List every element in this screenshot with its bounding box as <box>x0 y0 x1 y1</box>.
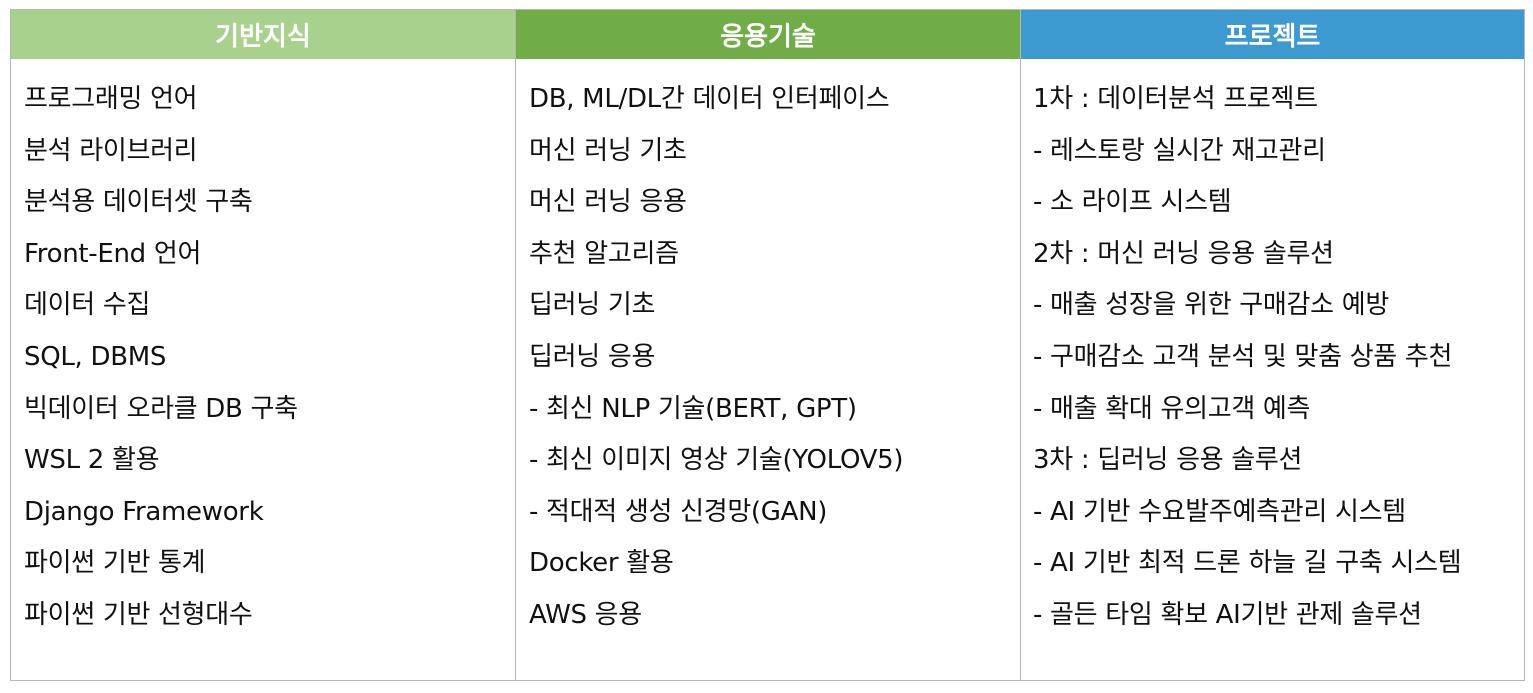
list-item: AWS 응용 <box>529 599 642 630</box>
column-header: 프로젝트 <box>1021 10 1524 59</box>
curriculum-table: 기반지식 프로그래밍 언어 분석 라이브러리 분석용 데이터셋 구축 Front… <box>10 9 1525 681</box>
list-item: - AI 기반 최적 드론 하늘 길 구축 시스템 <box>1033 548 1462 579</box>
list-item: - 매출 성장을 위한 구매감소 예방 <box>1033 290 1389 321</box>
list-item: 딥러닝 응용 <box>529 341 656 372</box>
list-item: - 레스토랑 실시간 재고관리 <box>1033 135 1326 166</box>
list-item: - 구매감소 고객 분석 및 맞춤 상품 추천 <box>1033 341 1453 372</box>
column-body: 프로그래밍 언어 분석 라이브러리 분석용 데이터셋 구축 Front-End … <box>11 59 515 680</box>
list-item: - 골든 타임 확보 AI기반 관제 솔루션 <box>1033 599 1422 630</box>
list-item: 1차 : 데이터분석 프로젝트 <box>1033 84 1318 114</box>
list-item: 분석용 데이터셋 구축 <box>24 187 253 218</box>
list-item: - 매출 확대 유의고객 예측 <box>1033 393 1311 424</box>
list-item: - 최신 이미지 영상 기술(YOLOV5) <box>529 445 904 476</box>
column-projects: 프로젝트 1차 : 데이터분석 프로젝트 - 레스토랑 실시간 재고관리 - 소… <box>1021 10 1524 680</box>
column-header: 응용기술 <box>516 10 1020 59</box>
list-item: 프로그래밍 언어 <box>24 84 198 114</box>
list-item: SQL, DBMS <box>24 341 167 372</box>
list-item: 분석 라이브러리 <box>24 135 198 166</box>
list-item: 파이썬 기반 선형대수 <box>24 599 253 630</box>
column-header: 기반지식 <box>11 10 515 59</box>
list-item: 빅데이터 오라클 DB 구축 <box>24 393 298 424</box>
list-item: DB, ML/DL간 데이터 인터페이스 <box>529 84 890 114</box>
column-body: DB, ML/DL간 데이터 인터페이스 머신 러닝 기초 머신 러닝 응용 추… <box>516 59 1020 680</box>
column-body: 1차 : 데이터분석 프로젝트 - 레스토랑 실시간 재고관리 - 소 라이프 … <box>1021 59 1524 680</box>
column-applied-technology: 응용기술 DB, ML/DL간 데이터 인터페이스 머신 러닝 기초 머신 러닝… <box>516 10 1021 680</box>
list-item: 2차 : 머신 러닝 응용 솔루션 <box>1033 238 1334 269</box>
list-item: - 적대적 생성 신경망(GAN) <box>529 496 828 527</box>
column-basic-knowledge: 기반지식 프로그래밍 언어 분석 라이브러리 분석용 데이터셋 구축 Front… <box>11 10 516 680</box>
list-item: 데이터 수집 <box>24 290 151 321</box>
list-item: 딥러닝 기초 <box>529 290 656 321</box>
list-item: - 소 라이프 시스템 <box>1033 187 1232 218</box>
list-item: - AI 기반 수요발주예측관리 시스템 <box>1033 496 1406 527</box>
list-item: 파이썬 기반 통계 <box>24 548 206 579</box>
list-item: 머신 러닝 기초 <box>529 135 687 166</box>
list-item: - 최신 NLP 기술(BERT, GPT) <box>529 393 857 424</box>
list-item: WSL 2 활용 <box>24 445 160 476</box>
list-item: 머신 러닝 응용 <box>529 187 687 218</box>
list-item: Docker 활용 <box>529 548 674 579</box>
list-item: Django Framework <box>24 496 264 527</box>
list-item: Front-End 언어 <box>24 238 202 269</box>
list-item: 3차 : 딥러닝 응용 솔루션 <box>1033 445 1303 476</box>
list-item: 추천 알고리즘 <box>529 238 679 269</box>
